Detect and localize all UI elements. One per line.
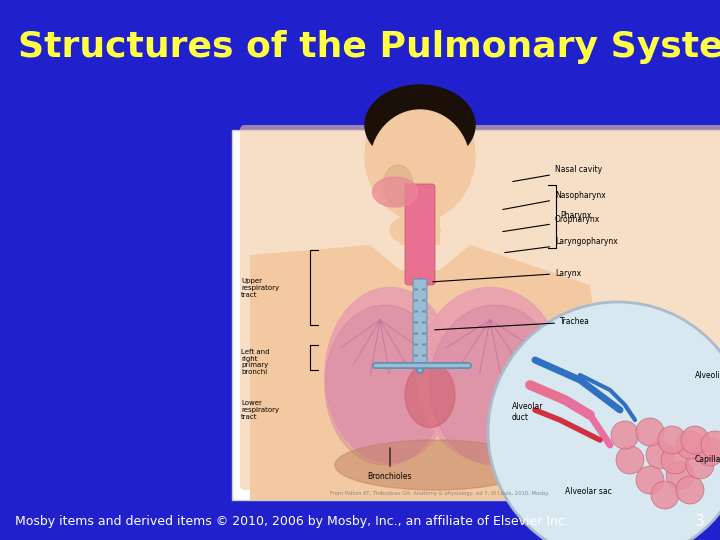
- Ellipse shape: [372, 177, 418, 207]
- FancyBboxPatch shape: [413, 301, 427, 311]
- Text: Alveolar
duct: Alveolar duct: [512, 402, 544, 422]
- Text: Mosby items and derived items © 2010, 2006 by Mosby, Inc., an affiliate of Elsev: Mosby items and derived items © 2010, 20…: [15, 516, 569, 529]
- Circle shape: [676, 431, 704, 459]
- FancyBboxPatch shape: [413, 356, 427, 366]
- Polygon shape: [250, 245, 620, 500]
- Ellipse shape: [365, 85, 475, 165]
- Circle shape: [696, 438, 720, 466]
- Circle shape: [636, 418, 664, 446]
- Circle shape: [701, 431, 720, 459]
- FancyBboxPatch shape: [413, 312, 427, 322]
- Circle shape: [676, 476, 704, 504]
- Circle shape: [636, 466, 664, 494]
- FancyBboxPatch shape: [413, 279, 427, 289]
- Text: Oropharynx: Oropharynx: [503, 215, 600, 232]
- FancyBboxPatch shape: [400, 165, 440, 245]
- Circle shape: [661, 446, 689, 474]
- Ellipse shape: [370, 110, 470, 220]
- Text: From Patton KT, Thibodeau GA: Anatomy & physiology, ed 7, St Louis, 2010, Mosby.: From Patton KT, Thibodeau GA: Anatomy & …: [330, 491, 549, 496]
- Text: Structures of the Pulmonary System: Structures of the Pulmonary System: [18, 30, 720, 64]
- Text: Pharynx: Pharynx: [560, 212, 591, 220]
- Ellipse shape: [430, 305, 560, 465]
- Ellipse shape: [335, 440, 535, 490]
- Ellipse shape: [325, 305, 445, 465]
- Ellipse shape: [418, 287, 562, 462]
- FancyBboxPatch shape: [413, 334, 427, 344]
- Circle shape: [616, 446, 644, 474]
- Text: Capillary: Capillary: [695, 456, 720, 464]
- FancyBboxPatch shape: [405, 184, 435, 285]
- Text: Trachea: Trachea: [435, 318, 590, 330]
- FancyBboxPatch shape: [240, 125, 720, 490]
- Ellipse shape: [325, 287, 455, 462]
- Text: Alveoli: Alveoli: [695, 370, 720, 380]
- Text: Left and
right
primary
bronchi: Left and right primary bronchi: [241, 348, 269, 375]
- Text: Nasal cavity: Nasal cavity: [513, 165, 602, 181]
- Ellipse shape: [383, 165, 413, 205]
- Circle shape: [666, 461, 694, 489]
- Ellipse shape: [390, 215, 440, 245]
- Text: Upper
respiratory
tract: Upper respiratory tract: [241, 278, 279, 298]
- Text: Laryngopharynx: Laryngopharynx: [505, 238, 618, 253]
- Circle shape: [646, 441, 674, 469]
- Circle shape: [611, 421, 639, 449]
- Text: Nasopharynx: Nasopharynx: [503, 191, 606, 210]
- Ellipse shape: [365, 90, 475, 220]
- Text: Bronchioles: Bronchioles: [368, 448, 413, 481]
- Ellipse shape: [405, 362, 455, 428]
- Circle shape: [651, 481, 679, 509]
- Text: Alveolar sac: Alveolar sac: [565, 488, 612, 496]
- Circle shape: [686, 451, 714, 479]
- Circle shape: [681, 426, 709, 454]
- FancyBboxPatch shape: [413, 345, 427, 355]
- Circle shape: [658, 426, 686, 454]
- Text: Larynx: Larynx: [433, 268, 581, 282]
- Text: Lower
respiratory
tract: Lower respiratory tract: [241, 400, 279, 420]
- Circle shape: [488, 302, 720, 540]
- FancyBboxPatch shape: [413, 323, 427, 333]
- FancyBboxPatch shape: [413, 290, 427, 300]
- Text: 3: 3: [696, 515, 705, 530]
- FancyBboxPatch shape: [232, 130, 720, 500]
